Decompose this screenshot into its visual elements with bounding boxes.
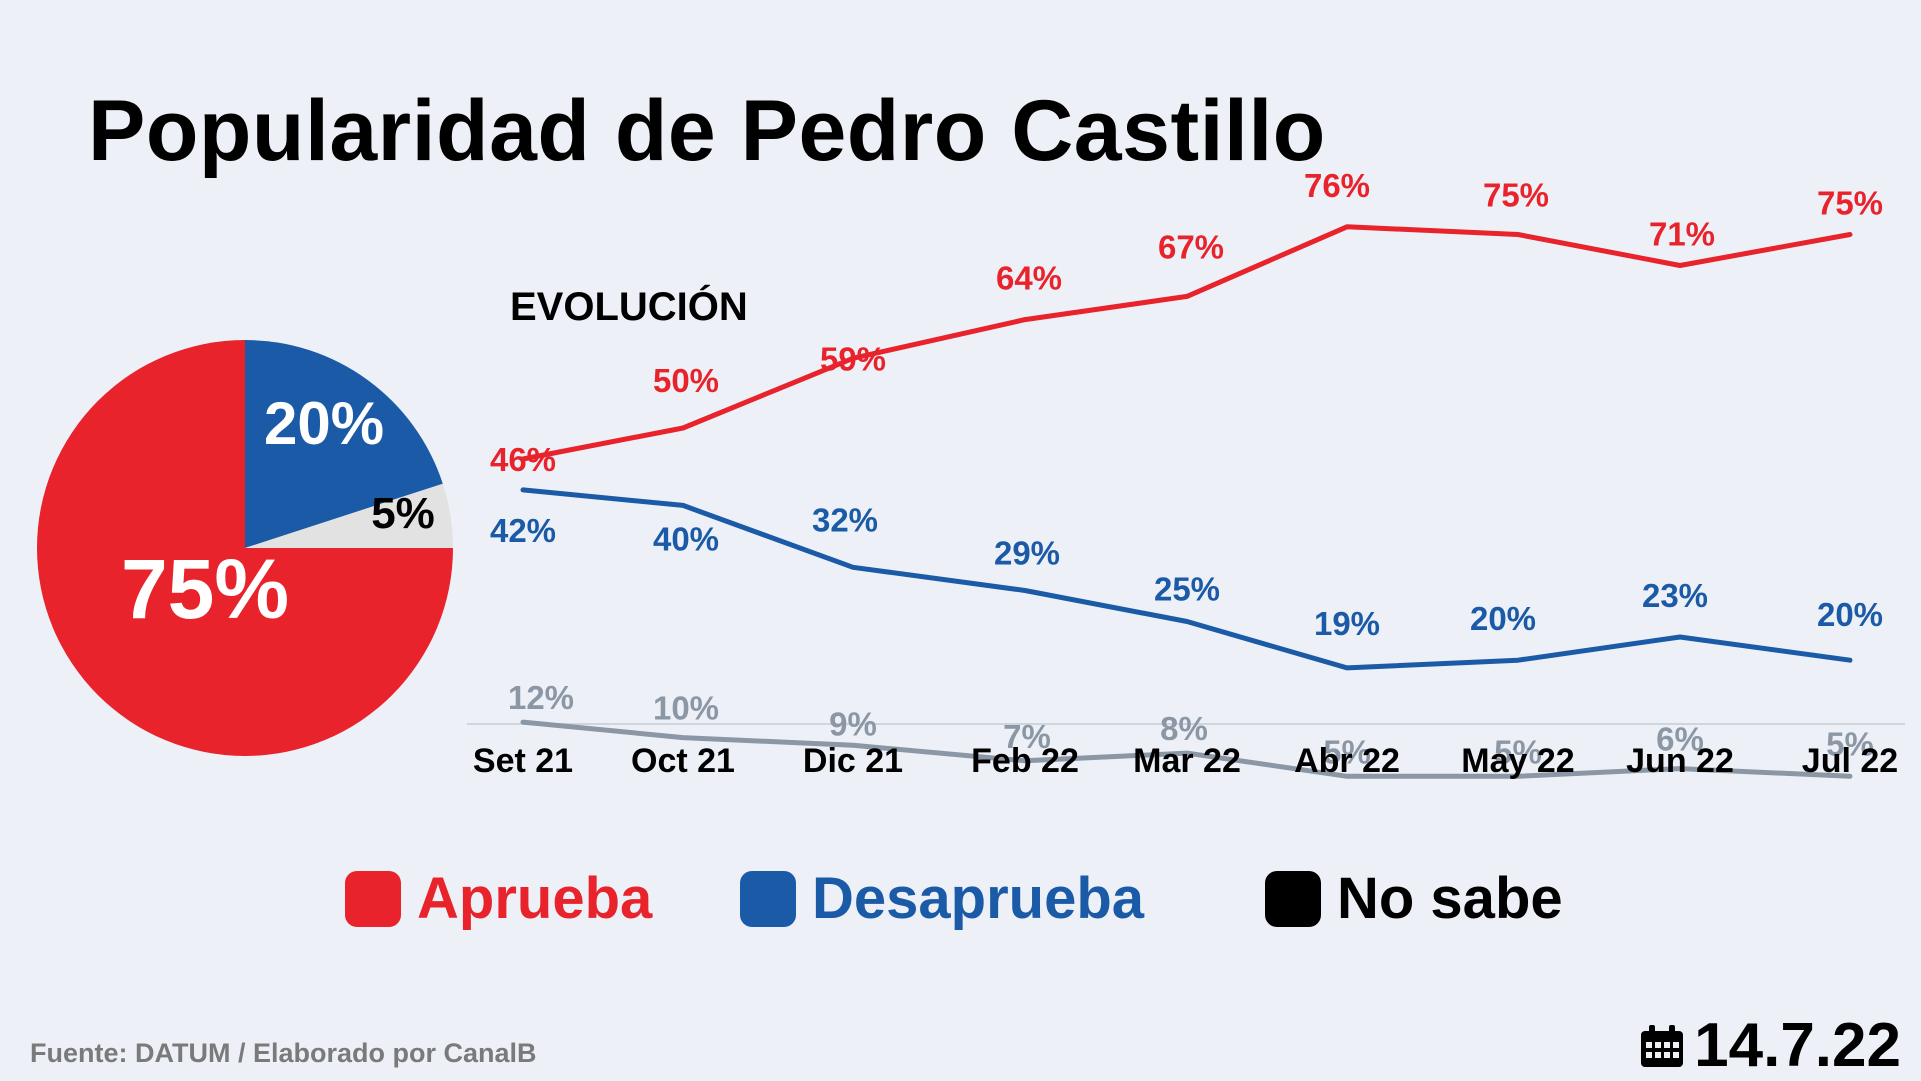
data-label-desaprueba: 29% xyxy=(994,535,1060,572)
pie-slice-desaprueba xyxy=(245,340,443,548)
x-tick-label: Abr 22 xyxy=(1294,742,1400,780)
data-label-no-sabe: 7% xyxy=(1003,718,1051,755)
data-label-aprueba: 67% xyxy=(1158,228,1224,265)
data-label-no-sabe: 5% xyxy=(1826,725,1874,762)
data-label-no-sabe: 5% xyxy=(1494,733,1542,770)
legend-swatch-aprueba xyxy=(345,870,401,927)
data-label-aprueba: 59% xyxy=(820,340,886,377)
date-stamp: 14.7.22 xyxy=(1638,1010,1901,1081)
x-tick-label: Set 21 xyxy=(473,742,573,780)
x-tick-label: Oct 21 xyxy=(631,742,735,780)
x-tick-label: Feb 22 xyxy=(971,742,1079,780)
data-label-aprueba: 75% xyxy=(1483,177,1549,214)
legend-label-no-sabe: No sabe xyxy=(1337,866,1563,931)
data-label-desaprueba: 23% xyxy=(1642,577,1708,614)
data-label-desaprueba: 42% xyxy=(490,512,556,549)
pie-label-desaprueba: 20% xyxy=(264,390,384,457)
x-tick-label: Jul 22 xyxy=(1802,742,1898,780)
line-series-aprueba xyxy=(520,224,1853,462)
x-tick-label: Dic 21 xyxy=(803,742,903,780)
chart-title: Popularidad de Pedro Castillo xyxy=(88,83,1326,179)
legend-swatch-desaprueba xyxy=(740,870,796,927)
pie-label-aprueba: 75% xyxy=(121,542,289,636)
data-label-no-sabe: 5% xyxy=(1323,733,1371,770)
data-label-desaprueba: 32% xyxy=(812,501,878,538)
data-label-desaprueba: 19% xyxy=(1314,605,1380,642)
x-tick-label: Jun 22 xyxy=(1626,742,1734,780)
data-label-desaprueba: 40% xyxy=(653,520,719,557)
data-label-desaprueba: 25% xyxy=(1154,571,1220,608)
legend: Aprueba Desaprueba No sabe xyxy=(0,865,1921,945)
data-label-no-sabe: 10% xyxy=(653,690,719,727)
data-label-aprueba: 71% xyxy=(1649,215,1715,252)
line-series-no-sabe xyxy=(520,719,1853,779)
data-label-aprueba: 76% xyxy=(1304,167,1370,204)
data-label-aprueba: 75% xyxy=(1817,185,1883,222)
data-label-no-sabe: 9% xyxy=(829,705,877,742)
legend-label-desaprueba: Desaprueba xyxy=(812,866,1145,931)
legend-swatch-no-sabe xyxy=(1265,870,1321,927)
x-tick-label: Mar 22 xyxy=(1133,742,1241,780)
data-label-no-sabe: 6% xyxy=(1656,721,1704,758)
data-label-aprueba: 64% xyxy=(996,260,1062,297)
line-chart-title: EVOLUCIÓN xyxy=(510,283,748,329)
legend-item-no-sabe: No sabe xyxy=(1265,865,1563,932)
calendar-icon xyxy=(1641,1024,1684,1067)
data-label-desaprueba: 20% xyxy=(1470,600,1536,637)
date-text: 14.7.22 xyxy=(1694,1011,1901,1080)
data-label-desaprueba: 20% xyxy=(1817,596,1883,633)
legend-item-aprueba: Aprueba xyxy=(345,865,652,932)
legend-label-aprueba: Aprueba xyxy=(417,866,653,931)
data-label-aprueba: 46% xyxy=(490,441,556,478)
x-tick-label: May 22 xyxy=(1461,742,1574,780)
pie-label-no-sabe: 5% xyxy=(371,489,435,538)
data-label-no-sabe: 12% xyxy=(508,679,574,716)
line-series-desaprueba xyxy=(520,487,1853,671)
data-label-aprueba: 50% xyxy=(653,362,719,399)
source-note: Fuente: DATUM / Elaborado por CanalB xyxy=(30,1038,537,1068)
pie-slice-no-sabe xyxy=(245,483,453,548)
data-label-no-sabe: 8% xyxy=(1160,710,1208,747)
legend-item-desaprueba: Desaprueba xyxy=(740,865,1144,932)
